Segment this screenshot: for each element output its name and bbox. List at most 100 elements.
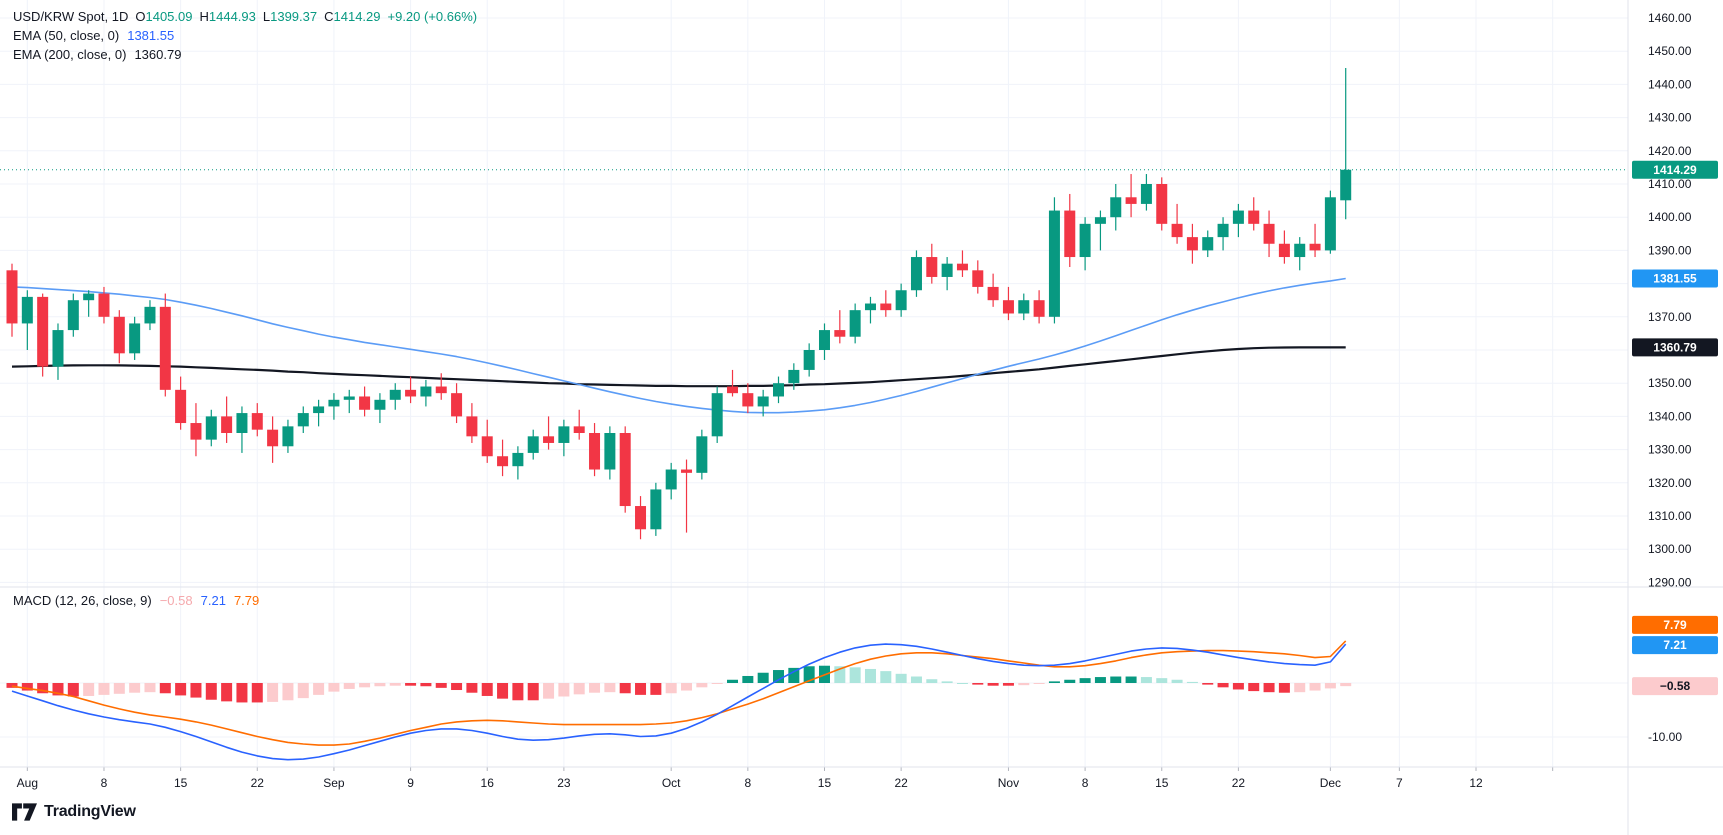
axis-badge-text: 1360.79 [1653, 340, 1697, 354]
candle-body [1125, 197, 1137, 204]
ema50-legend-row: EMA (50, close, 0) 1381.55 [13, 26, 477, 45]
candle-body [21, 296, 33, 324]
candle-body [205, 416, 217, 440]
candle-body [757, 396, 769, 407]
macd-histogram-bar [83, 683, 95, 696]
macd-histogram-bar [604, 683, 616, 693]
candle-body [527, 436, 539, 453]
macd-histogram-bar [21, 683, 33, 691]
macd-histogram-bar [788, 667, 800, 683]
candle-body [451, 393, 463, 417]
candle-body [956, 263, 968, 271]
candle-body [849, 310, 861, 337]
candle-body [589, 433, 601, 470]
macd-histogram-bar [175, 683, 187, 696]
macd-histogram-bar [405, 683, 417, 686]
macd-histogram-bar [987, 683, 999, 686]
open-value: 1405.09 [145, 9, 193, 24]
macd-signal-line [11, 640, 1347, 746]
candle-body [834, 330, 846, 337]
macd-histogram-bar [374, 683, 386, 687]
candle-body [481, 436, 493, 457]
macd-histogram-bar [834, 666, 846, 683]
tradingview-logo[interactable]: TradingView [12, 803, 136, 821]
candle-body [466, 416, 478, 437]
price-tick-label: 1430.00 [1648, 111, 1692, 125]
time-scale[interactable]: Aug 8 15 22 Sep 9 16 23 Oct 8 15 22 Nov 8 15 22 Dec 7 12 [17, 767, 1554, 790]
axis-badges: 1414.29 1381.55 1360.79 7.79 7.21 −0.58 [1632, 160, 1718, 696]
candle-body [159, 306, 171, 390]
candle-body [1309, 243, 1321, 251]
macd-histogram-bar [1156, 678, 1168, 683]
ema50-value: 1381.55 [127, 28, 175, 43]
macd-histogram-bar [910, 676, 922, 683]
macd-histogram-bar [359, 683, 371, 688]
price-scale[interactable]: 1460.00 1450.00 1440.00 1430.00 1420.00 1410.… [1648, 11, 1692, 744]
price-tick-label: 1450.00 [1648, 44, 1692, 58]
candle-body [420, 386, 432, 397]
macd-histogram-bar [1202, 683, 1214, 685]
ema200-line [11, 346, 1346, 388]
macd-histogram-bar [205, 683, 217, 700]
candle-body [818, 330, 830, 350]
macd-histogram-bar [1140, 677, 1152, 683]
candle-body [1079, 223, 1091, 258]
candle-body [773, 383, 784, 397]
macd-histogram-bar [497, 683, 509, 699]
time-tick-label: 22 [894, 776, 908, 790]
macd-histogram-bar [1324, 683, 1336, 689]
time-tick-label: 8 [1082, 776, 1089, 790]
macd-histogram-bar [635, 683, 647, 695]
candle-body [972, 270, 984, 287]
close-value: 1414.29 [333, 9, 381, 24]
candle-body [113, 316, 125, 354]
candle-body [67, 300, 79, 331]
axis-badge [1632, 160, 1718, 179]
price-tick-label: 1300.00 [1648, 542, 1692, 556]
candle-body [558, 426, 570, 443]
candle-body [98, 293, 110, 317]
candle-body [926, 257, 938, 277]
macd-histogram-bar [52, 683, 64, 696]
macd-histogram-bar [1232, 683, 1244, 690]
macd-histogram-bar [589, 683, 601, 693]
candle-body [297, 413, 309, 427]
macd-histogram-bar [941, 681, 953, 683]
macd-histogram [6, 665, 1352, 703]
axis-badge [1632, 677, 1718, 696]
price-tick-label: 1290.00 [1648, 575, 1692, 589]
price-tick-label: 1420.00 [1648, 144, 1692, 158]
macd-histogram-bar [558, 683, 570, 697]
macd-histogram-bar [1171, 679, 1183, 683]
macd-histogram-bar [1263, 683, 1275, 693]
candle-body [359, 396, 371, 410]
macd-histogram-bar [1048, 681, 1060, 683]
macd-histogram-bar [1217, 683, 1229, 688]
candle-body [910, 257, 922, 291]
candle-body [221, 416, 233, 433]
symbol-title-row: USD/KRW Spot, 1D O1405.09 H1444.93 L1399.37… [13, 7, 477, 26]
macd-histogram-bar [803, 666, 815, 683]
macd-histogram-bar [297, 683, 309, 699]
ema50-title[interactable]: EMA (50, close, 0) [13, 28, 120, 43]
macd-histogram-bar [527, 683, 539, 701]
ema200-value: 1360.79 [134, 47, 182, 62]
symbol-title[interactable]: USD/KRW Spot, 1D [13, 9, 129, 24]
axis-badge [1632, 269, 1718, 288]
candle-body [727, 386, 739, 394]
macd-histogram-bar [129, 683, 141, 693]
macd-title[interactable]: MACD (12, 26, close, 9) [13, 593, 152, 608]
ema200-title[interactable]: EMA (200, close, 0) [13, 47, 127, 62]
macd-histogram-bar [98, 683, 110, 695]
tradingview-logo-icon [12, 803, 37, 821]
candle-body [1064, 210, 1076, 258]
change-value: +9.20 (+0.66%) [387, 9, 478, 24]
candle-body [1232, 210, 1244, 224]
candle-body [1248, 210, 1260, 224]
macd-histogram-bar [696, 683, 708, 688]
macd-histogram-bar [466, 683, 478, 693]
macd-histogram-bar [956, 683, 968, 684]
candle-body [236, 413, 248, 433]
